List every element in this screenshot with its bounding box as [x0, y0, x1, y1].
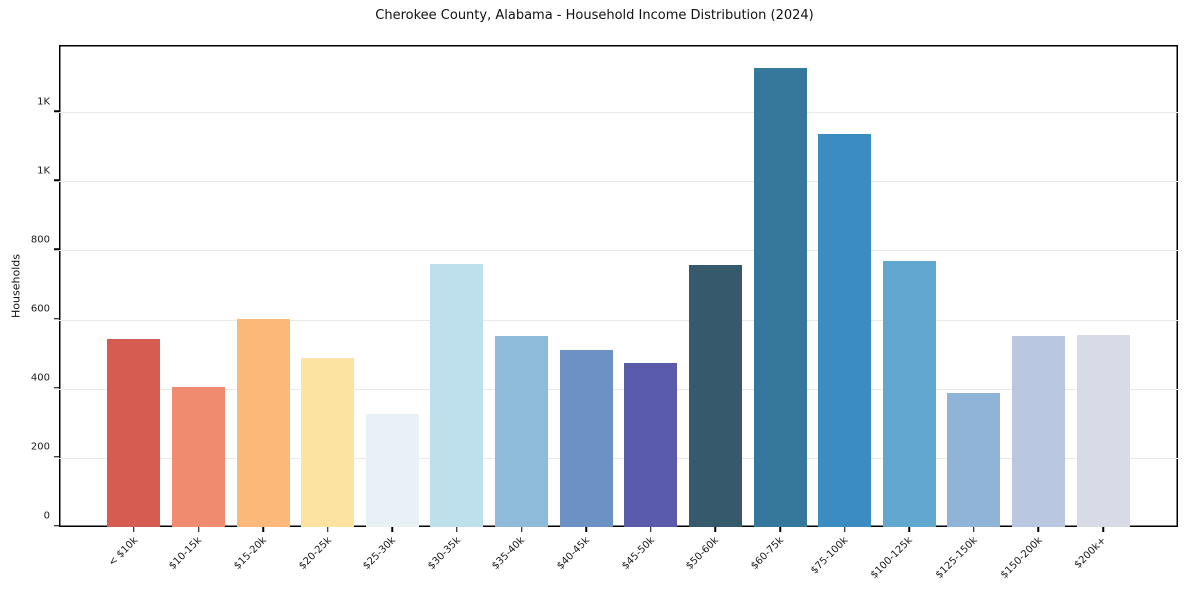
y-tick-mark: [54, 110, 59, 113]
bar-$15-20k: [236, 318, 290, 527]
x-tick-label-$35-40k: $35-40k: [490, 535, 528, 572]
x-tick-label-$75-100k: $75-100k: [808, 535, 851, 577]
bar-$60-75k: [753, 68, 807, 527]
x-tick-label-$50-60k: $50-60k: [684, 535, 722, 572]
bar-< $10k: [107, 338, 161, 527]
gridline-400: [59, 388, 1178, 390]
bar-$45-50k: [624, 363, 678, 527]
bar-$125-150k: [947, 393, 1001, 527]
x-tick-mark: [779, 527, 781, 532]
x-tick-mark: [650, 527, 652, 532]
x-tick-label-$10-15k: $10-15k: [167, 535, 205, 572]
x-tick-label-$100-125k: $100-125k: [869, 535, 916, 581]
x-tick-label-$30-35k: $30-35k: [425, 535, 463, 572]
x-tick-mark: [843, 527, 846, 532]
y-tick-label-600: 600: [30, 303, 50, 315]
y-tick-mark: [54, 386, 59, 389]
y-axis-label: Households: [9, 254, 23, 318]
x-tick-mark: [1037, 527, 1040, 532]
x-tick-mark: [197, 527, 200, 532]
x-tick-mark: [973, 527, 975, 532]
x-tick-label-$125-150k: $125-150k: [933, 535, 980, 581]
x-tick-label-$15-20k: $15-20k: [232, 535, 269, 572]
bar-$75-100k: [818, 134, 872, 527]
x-tick-label-$25-30k: $25-30k: [361, 535, 399, 572]
y-tick-label-1K: 1K: [37, 165, 50, 177]
y-tick-label-1K: 1K: [37, 96, 50, 108]
y-tick-label-200: 200: [30, 441, 50, 453]
bar-$30-35k: [430, 264, 484, 527]
plot-area: 0 200 400 600 800 1K 1K < $10k $10-15k $15-20k $20…: [31, 45, 1178, 581]
bar-$35-40k: [495, 335, 549, 527]
bar-$10-15k: [172, 386, 226, 527]
bar-$150-200k: [1011, 335, 1065, 527]
x-tick-mark: [908, 527, 910, 532]
chart-title: Cherokee County, Alabama - Household Inc…: [375, 8, 814, 23]
y-tick-mark: [54, 248, 59, 251]
x-tick-label-$40-45k: $40-45k: [555, 535, 592, 572]
bar-$40-45k: [559, 350, 613, 527]
x-tick-mark: [391, 527, 394, 532]
x-tick-mark: [520, 527, 523, 532]
x-tick-mark: [327, 527, 329, 532]
y-tick-label-0: 0: [43, 510, 50, 522]
gridline-1K: [59, 112, 1178, 114]
gridline-200: [59, 457, 1178, 459]
y-tick-label-400: 400: [30, 372, 50, 384]
x-tick-mark: [1102, 527, 1104, 532]
bar-$25-30k: [365, 414, 419, 527]
x-tick-label-$200k+: $200k+: [1073, 535, 1109, 571]
y-tick-mark: [54, 524, 59, 527]
gridline-600: [59, 319, 1178, 321]
x-tick-mark: [585, 527, 587, 532]
y-tick-mark: [54, 317, 59, 320]
x-tick-mark: [456, 527, 458, 532]
bar-$200k+: [1076, 335, 1130, 527]
x-tick-label-$150-200k: $150-200k: [998, 535, 1045, 581]
bar-$100-125k: [882, 261, 936, 527]
x-tick-label-< $10k: < $10k: [106, 535, 140, 569]
y-tick-label-800: 800: [30, 234, 50, 246]
x-tick-mark: [714, 527, 717, 532]
x-tick-label-$60-75k: $60-75k: [748, 535, 786, 572]
bar-$50-60k: [688, 265, 742, 527]
x-tick-label-$20-25k: $20-25k: [296, 535, 334, 572]
x-tick-mark: [262, 527, 264, 532]
gridline-1K: [59, 181, 1178, 183]
gridline-800: [59, 250, 1178, 252]
y-tick-mark: [54, 179, 59, 182]
x-tick-mark: [133, 527, 135, 532]
x-tick-label-$45-50k: $45-50k: [619, 535, 657, 572]
bar-$20-25k: [301, 357, 355, 527]
y-tick-mark: [54, 455, 59, 458]
